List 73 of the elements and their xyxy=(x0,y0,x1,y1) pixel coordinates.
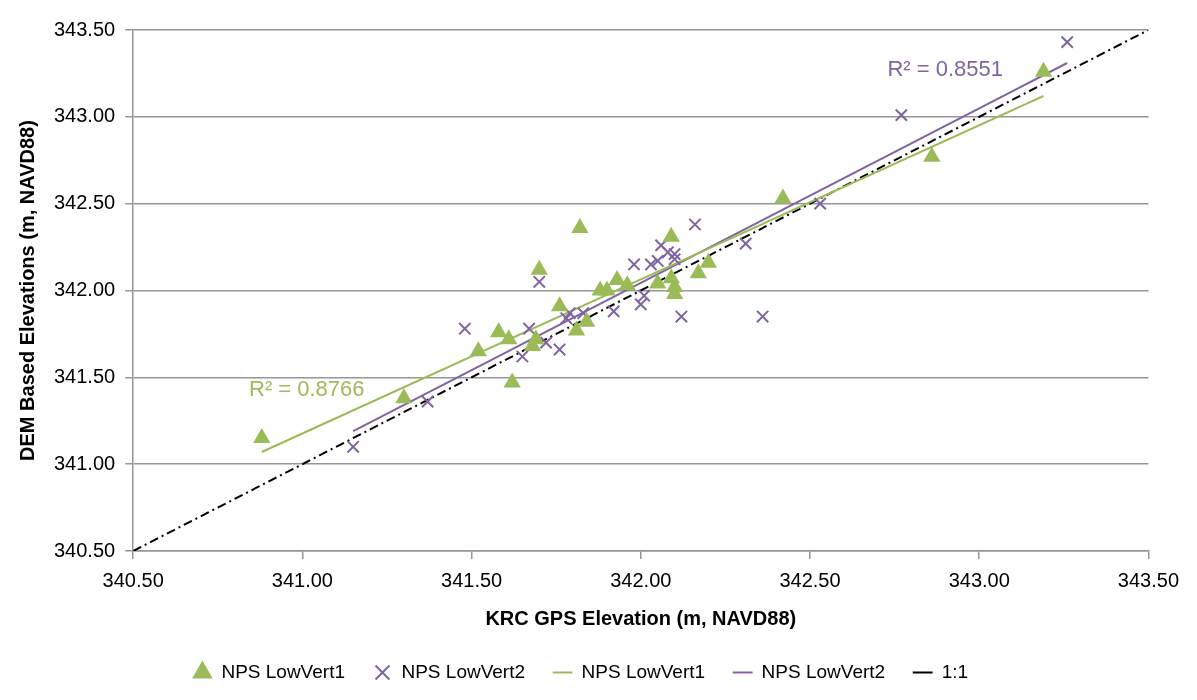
y-tick-label: 343.00 xyxy=(54,104,116,127)
x-tick-label: 342.50 xyxy=(779,568,841,591)
point xyxy=(894,108,909,122)
point xyxy=(599,281,615,296)
point xyxy=(500,330,517,345)
point xyxy=(568,321,585,336)
point xyxy=(1060,35,1074,49)
point xyxy=(539,335,553,350)
point xyxy=(649,274,666,289)
point xyxy=(1035,62,1052,77)
annotation: R² = 0.8766 xyxy=(248,376,365,402)
y-tick-label: 342.50 xyxy=(54,191,116,214)
point xyxy=(527,330,544,345)
point xyxy=(923,147,940,162)
x-axis-title: KRC GPS Elevation (m, NAVD88) xyxy=(485,606,797,629)
legend-label: NPS LowVert1 xyxy=(221,660,345,682)
legend-label: 1:1 xyxy=(941,660,969,682)
x-tick-label: 341.50 xyxy=(441,568,503,591)
point xyxy=(522,322,536,336)
point xyxy=(644,257,658,272)
point xyxy=(651,254,665,268)
point xyxy=(690,264,707,279)
point xyxy=(490,323,507,338)
point xyxy=(667,252,682,266)
point xyxy=(578,312,595,327)
legend-label: NPS LowVert1 xyxy=(581,660,706,682)
y-tick-label: 343.50 xyxy=(54,17,116,40)
point xyxy=(609,271,626,286)
point xyxy=(515,349,530,364)
point xyxy=(458,322,472,336)
x-tick-label: 341.00 xyxy=(271,568,333,591)
point xyxy=(470,342,487,357)
legend-label: NPS LowVert2 xyxy=(761,660,886,682)
point xyxy=(420,394,435,409)
point xyxy=(253,429,270,444)
point xyxy=(551,297,568,312)
point xyxy=(532,275,546,289)
y-tick-label: 340.50 xyxy=(54,538,116,561)
point xyxy=(531,260,548,275)
point xyxy=(674,309,689,324)
y-tick-label: 341.50 xyxy=(54,364,116,387)
point xyxy=(559,311,573,325)
point xyxy=(571,218,588,233)
point xyxy=(755,309,770,324)
point xyxy=(700,253,717,268)
point xyxy=(346,440,360,454)
point xyxy=(634,297,648,312)
point xyxy=(739,236,753,251)
x-tick-label: 343.50 xyxy=(1117,568,1179,591)
point xyxy=(627,257,641,272)
y-axis-title: DEM Based Elevations (m, NAVD88) xyxy=(15,120,38,461)
x-tick-label: 343.00 xyxy=(948,568,1010,591)
point xyxy=(667,247,682,261)
point xyxy=(504,373,521,388)
point xyxy=(607,304,621,318)
point xyxy=(813,197,827,211)
point xyxy=(688,217,702,232)
y-tick-label: 342.00 xyxy=(54,278,116,301)
point xyxy=(576,306,590,320)
point xyxy=(654,238,668,252)
point xyxy=(563,306,577,320)
point xyxy=(552,342,567,357)
annotation: R² = 0.8551 xyxy=(887,56,1003,82)
point xyxy=(619,276,636,291)
point xyxy=(661,245,675,259)
point xyxy=(775,189,791,204)
point xyxy=(637,289,651,303)
point xyxy=(395,389,412,404)
legend-label: NPS LowVert2 xyxy=(401,660,526,682)
point xyxy=(663,227,680,242)
x-tick-label: 342.00 xyxy=(610,568,672,591)
x-tick-label: 340.50 xyxy=(102,568,164,591)
y-tick-label: 341.00 xyxy=(54,451,116,474)
